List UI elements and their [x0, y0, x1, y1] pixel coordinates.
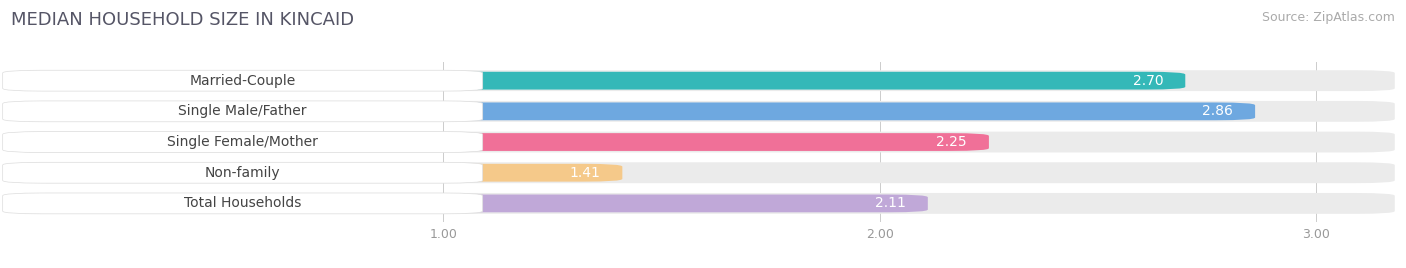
Text: Source: ZipAtlas.com: Source: ZipAtlas.com — [1261, 11, 1395, 24]
Text: Married-Couple: Married-Couple — [190, 74, 295, 88]
Text: Single Female/Mother: Single Female/Mother — [167, 135, 318, 149]
FancyBboxPatch shape — [3, 193, 482, 214]
FancyBboxPatch shape — [7, 133, 988, 151]
Text: 2.70: 2.70 — [1133, 74, 1164, 88]
FancyBboxPatch shape — [7, 70, 1395, 91]
FancyBboxPatch shape — [7, 101, 1395, 122]
Text: Non-family: Non-family — [205, 166, 280, 180]
FancyBboxPatch shape — [7, 195, 928, 212]
FancyBboxPatch shape — [3, 101, 482, 122]
FancyBboxPatch shape — [3, 162, 482, 183]
Text: 2.11: 2.11 — [875, 196, 905, 210]
FancyBboxPatch shape — [7, 132, 1395, 152]
FancyBboxPatch shape — [7, 102, 1256, 120]
FancyBboxPatch shape — [7, 162, 1395, 183]
FancyBboxPatch shape — [3, 70, 482, 91]
Text: Total Households: Total Households — [184, 196, 301, 210]
FancyBboxPatch shape — [7, 164, 623, 182]
Text: 1.41: 1.41 — [569, 166, 600, 180]
Text: Single Male/Father: Single Male/Father — [179, 104, 307, 118]
FancyBboxPatch shape — [7, 72, 1185, 90]
FancyBboxPatch shape — [3, 132, 482, 152]
Text: 2.25: 2.25 — [936, 135, 967, 149]
Text: MEDIAN HOUSEHOLD SIZE IN KINCAID: MEDIAN HOUSEHOLD SIZE IN KINCAID — [11, 11, 354, 29]
Text: 2.86: 2.86 — [1202, 104, 1233, 118]
FancyBboxPatch shape — [7, 193, 1395, 214]
